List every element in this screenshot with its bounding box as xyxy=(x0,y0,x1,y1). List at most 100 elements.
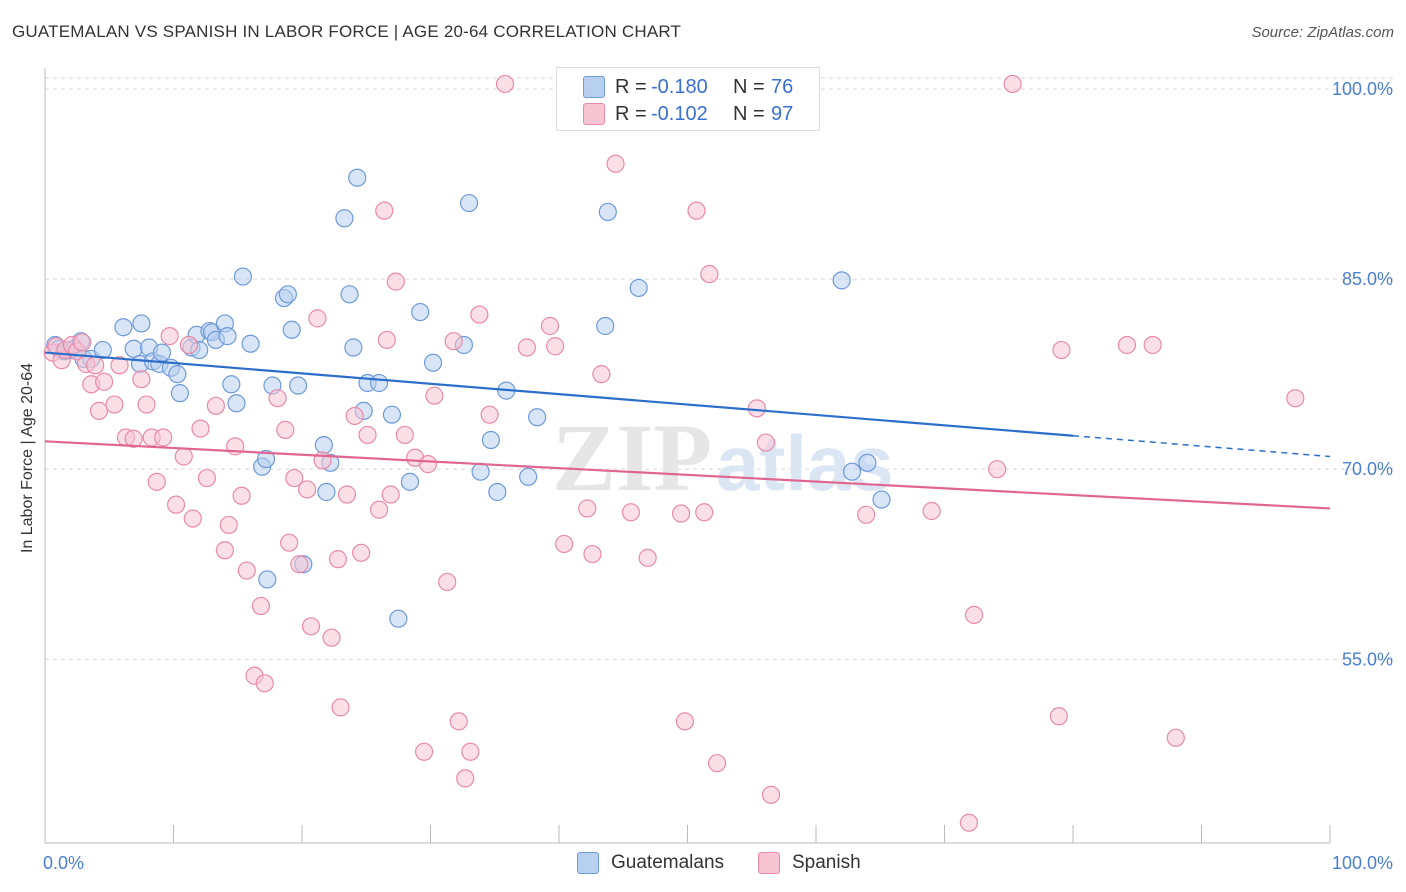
spanish-point xyxy=(922,501,941,521)
spanish-point xyxy=(695,503,714,522)
spanish-point xyxy=(290,555,309,574)
correlation-stats-box: R = -0.180 N = 76 R = -0.102 N = 97 xyxy=(556,67,820,131)
spanish-point xyxy=(425,386,444,405)
watermark-zip: ZIP xyxy=(552,404,712,511)
spanish-point xyxy=(105,395,124,414)
guatemalan-point xyxy=(629,278,648,298)
spanish-point xyxy=(1049,707,1068,726)
spanish-point xyxy=(280,533,299,552)
guatemalan-point xyxy=(282,320,301,339)
spanish-point xyxy=(857,505,876,524)
guatemalan-point xyxy=(233,267,252,286)
guatemalan-point xyxy=(114,318,133,337)
guatemalan-point xyxy=(459,193,479,213)
legend-label-spanish: Spanish xyxy=(792,852,861,873)
spanish-point xyxy=(592,365,611,384)
y-axis-label: In Labor Force | Age 20-64 xyxy=(19,362,36,554)
spanish-point xyxy=(540,316,560,336)
spanish-point xyxy=(191,419,210,438)
spanish-point xyxy=(470,305,489,324)
r-label: R = xyxy=(615,102,647,125)
guatemalan-point xyxy=(222,375,241,394)
guatemalan-point xyxy=(488,482,507,502)
guatemalan-point xyxy=(389,609,408,628)
legend-label-guatemalans: Guatemalans xyxy=(611,852,725,873)
spanish-point xyxy=(352,543,371,562)
spanish-point xyxy=(255,674,274,693)
legend-item-guatemalans: Guatemalans xyxy=(577,852,724,874)
guatemalan-point xyxy=(218,327,237,346)
spanish-point xyxy=(183,509,202,528)
spanish-point xyxy=(1003,74,1022,94)
guatemalan-point xyxy=(340,285,359,304)
spanish-point xyxy=(132,370,151,389)
spanish-point xyxy=(206,396,226,415)
guatemalan-point xyxy=(842,462,862,481)
y-tick-label: 55.0% xyxy=(1342,649,1393,669)
spanish-point xyxy=(495,74,515,94)
guatemalan-point xyxy=(227,394,246,413)
guatemalan-point xyxy=(872,490,891,509)
guatemalan-point xyxy=(596,316,615,336)
spanish-point xyxy=(578,499,597,518)
guatemalan-point xyxy=(335,209,354,228)
guatemalan-point xyxy=(423,353,443,372)
spanish-point xyxy=(174,447,193,466)
x-tick-label: 100.0% xyxy=(1332,853,1393,873)
spanish-point xyxy=(707,754,727,773)
r-value: -0.180 xyxy=(651,75,708,98)
guatemalan-point xyxy=(317,482,336,502)
guatemalan-point xyxy=(481,430,500,450)
spanish-point xyxy=(268,389,287,408)
spanish-point xyxy=(124,429,143,448)
spanish-point xyxy=(988,460,1007,479)
guatemalan-point xyxy=(382,405,402,424)
chart-title: GUATEMALAN VS SPANISH IN LABOR FORCE | A… xyxy=(12,22,682,41)
spanish-point xyxy=(606,154,625,173)
guatemalan-point xyxy=(152,343,172,362)
spanish-point xyxy=(154,428,173,447)
spanish-point xyxy=(756,433,775,452)
guatemalan-point xyxy=(132,314,151,333)
spanish-point xyxy=(671,504,691,523)
guatemalan-point xyxy=(598,202,617,222)
guatemalan-point xyxy=(258,570,277,589)
spanish-point xyxy=(395,425,414,445)
guatemalans-trend-line xyxy=(44,351,1074,437)
spanish-point xyxy=(1117,335,1137,355)
spanish-point xyxy=(166,495,186,514)
spanish-point xyxy=(337,485,357,504)
spanish-point xyxy=(313,451,332,470)
r-label: R = xyxy=(615,75,647,98)
guatemalan-point xyxy=(124,339,143,358)
spanish-point xyxy=(251,596,270,616)
spanish-point xyxy=(418,455,438,474)
guatemalan-point xyxy=(832,271,851,290)
n-label: N = xyxy=(733,75,765,98)
spanish-point xyxy=(137,395,156,414)
spanish-point xyxy=(110,356,129,375)
spanish-point xyxy=(621,503,641,522)
spanish-point xyxy=(761,785,781,804)
spanish-point xyxy=(546,337,565,356)
guatemalan-point xyxy=(519,467,538,486)
spanish-point xyxy=(331,698,350,717)
guatemalan-point xyxy=(241,334,260,353)
guatemalan-point xyxy=(528,408,547,427)
guatemalan-point xyxy=(168,365,187,384)
spanish-point xyxy=(215,541,234,560)
spanish-point xyxy=(964,605,984,625)
spanish-point xyxy=(555,534,574,554)
spanish-point xyxy=(308,309,327,328)
spanish-point xyxy=(438,572,457,592)
spanish-point xyxy=(73,333,92,352)
y-tick-label: 100.0% xyxy=(1332,79,1393,99)
guatemalan-point xyxy=(370,373,389,393)
spanish-point xyxy=(95,372,114,391)
spanish-point xyxy=(1143,335,1162,355)
spanish-point xyxy=(1166,728,1185,747)
spanish-point xyxy=(675,712,695,731)
spanish-point xyxy=(638,548,657,567)
spanish-point xyxy=(322,628,341,647)
x-tick-label: 0.0% xyxy=(43,853,84,873)
